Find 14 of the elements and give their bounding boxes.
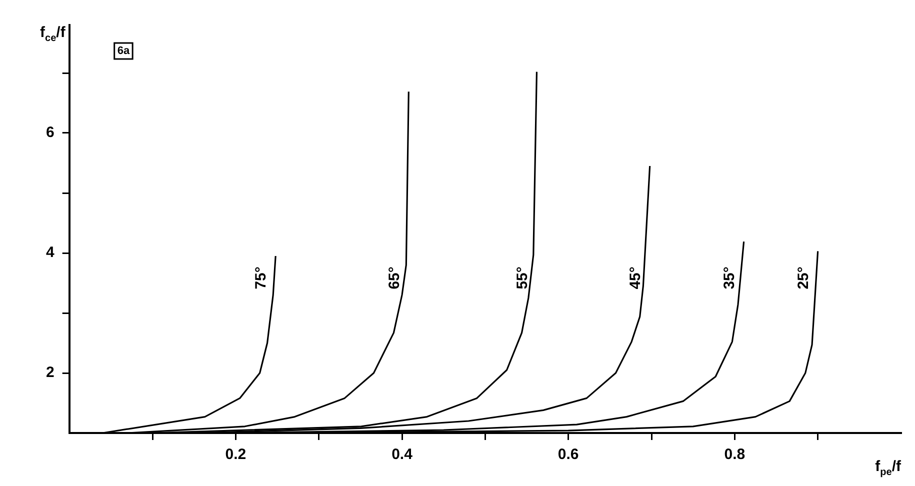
text: 35°: [720, 266, 738, 290]
text: 45°: [626, 266, 644, 290]
y-tick-label: 4: [46, 244, 55, 262]
y-tick-label: 6: [46, 124, 54, 142]
x-tick-label: 0.8: [724, 446, 746, 464]
text: 55°: [514, 266, 531, 290]
text: 25°: [794, 266, 812, 290]
x-tick-label: 0.4: [392, 446, 414, 464]
annotation: 6a: [117, 45, 130, 58]
y-tick-label: 2: [46, 364, 54, 382]
text: 65°: [386, 266, 403, 290]
x-tick-label: 0.6: [558, 446, 579, 464]
x-tick-label: 0.2: [225, 446, 246, 464]
text: 75°: [252, 266, 270, 290]
